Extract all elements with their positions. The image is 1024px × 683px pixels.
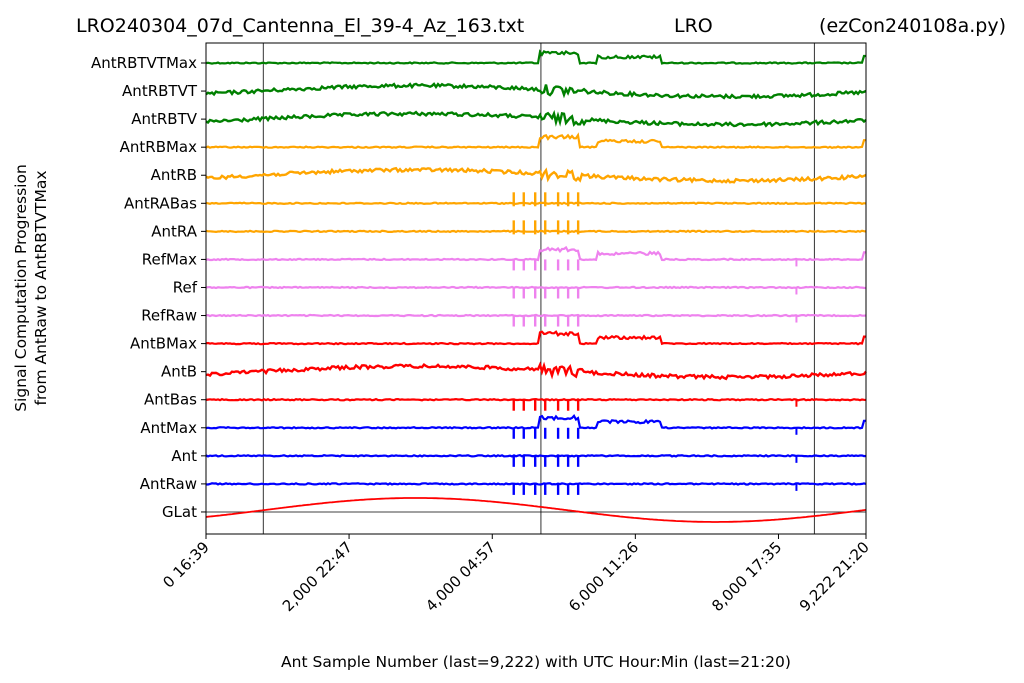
series-layer <box>205 49 867 523</box>
y-tick-label-ant: Ant <box>171 447 197 465</box>
plot-frame <box>205 42 867 535</box>
y-tick-label-glat: GLat <box>162 503 197 521</box>
series-antrb <box>205 166 867 184</box>
series-antrabas <box>205 192 867 207</box>
y-tick-label-refraw: RefRaw <box>141 307 197 325</box>
series-refmax <box>205 245 866 271</box>
y-tick-label-antrbtv: AntRBTV <box>131 110 198 128</box>
series-line-ref <box>205 285 867 290</box>
series-line-glat <box>205 497 867 523</box>
series-line-refmax <box>205 245 866 262</box>
y-tick-label-antb: AntB <box>161 363 197 381</box>
chart-title-site: LRO <box>674 15 713 37</box>
chart-title-program: (ezCon240108a.py) <box>819 15 1006 37</box>
y-tick-label-antmax: AntMax <box>140 419 197 437</box>
series-antmax <box>205 414 866 439</box>
series-line-antrb <box>205 166 867 184</box>
series-antrbtvtmax <box>205 49 866 65</box>
series-antrbtv <box>205 109 867 128</box>
series-antbas <box>205 397 867 411</box>
series-refraw <box>205 313 867 327</box>
y-tick-label-antrabas: AntRABas <box>124 194 197 212</box>
y-tick-labels: AntRBTVTMax AntRBTVT AntRBTV AntRBMax AntRB A… <box>91 54 206 521</box>
series-line-ant <box>205 454 867 458</box>
series-antraw <box>205 482 867 495</box>
x-tick-label: 4,000 04:57 <box>422 538 499 615</box>
x-tick-label: 8,000 17:35 <box>708 538 785 615</box>
series-glat <box>205 497 867 523</box>
x-tick-labels: 0 16:39 2,000 22:47 4,000 04:57 6,000 11:26… <box>159 534 873 615</box>
series-line-antrbtvt <box>205 82 867 100</box>
series-line-antrbmax <box>205 132 866 150</box>
series-line-antmax <box>205 414 866 430</box>
y-tick-label-antbas: AntBas <box>144 391 197 409</box>
chart-title-filename: LRO240304_07d_Cantenna_El_39-4_Az_163.tx… <box>76 15 524 37</box>
series-ref <box>205 285 867 299</box>
series-line-antrbtvtmax <box>205 49 866 65</box>
x-tick-label: 6,000 11:26 <box>565 538 642 615</box>
y-tick-label-antraw: AntRaw <box>140 475 197 493</box>
series-antrbmax <box>205 132 866 150</box>
series-line-antrbtv <box>205 109 867 128</box>
x-tick-label: 0 16:39 <box>159 538 212 591</box>
y-tick-label-ref: Ref <box>173 278 198 296</box>
series-line-antraw <box>205 482 867 486</box>
y-tick-label-antrbmax: AntRBMax <box>120 138 197 156</box>
y-tick-label-antrbtvtmax: AntRBTVTMax <box>91 54 197 72</box>
series-line-antbmax <box>205 330 866 346</box>
y-axis-label-line2: from AntRaw to AntRBTVTMax <box>32 170 50 405</box>
y-tick-label-antrb: AntRB <box>151 166 197 184</box>
series-line-antbas <box>205 397 867 402</box>
x-axis-label: Ant Sample Number (last=9,222) with UTC … <box>281 653 791 671</box>
series-antbmax <box>205 330 866 346</box>
y-tick-label-antra: AntRA <box>151 222 197 240</box>
series-antb <box>205 361 867 381</box>
x-tick-label: 2,000 22:47 <box>279 538 356 615</box>
series-ant <box>205 454 867 467</box>
y-tick-label-refmax: RefMax <box>142 250 197 268</box>
x-tick-label: 9,222 21:20 <box>796 538 873 615</box>
y-tick-label-antbmax: AntBMax <box>130 335 197 353</box>
series-antrbtvt <box>205 82 867 100</box>
series-antra <box>205 220 867 235</box>
series-line-antb <box>205 361 867 381</box>
y-axis-label-line1: Signal Computation Progression <box>12 164 30 412</box>
series-line-refraw <box>205 313 867 318</box>
y-tick-label-antrbtvt: AntRBTVT <box>122 82 198 100</box>
